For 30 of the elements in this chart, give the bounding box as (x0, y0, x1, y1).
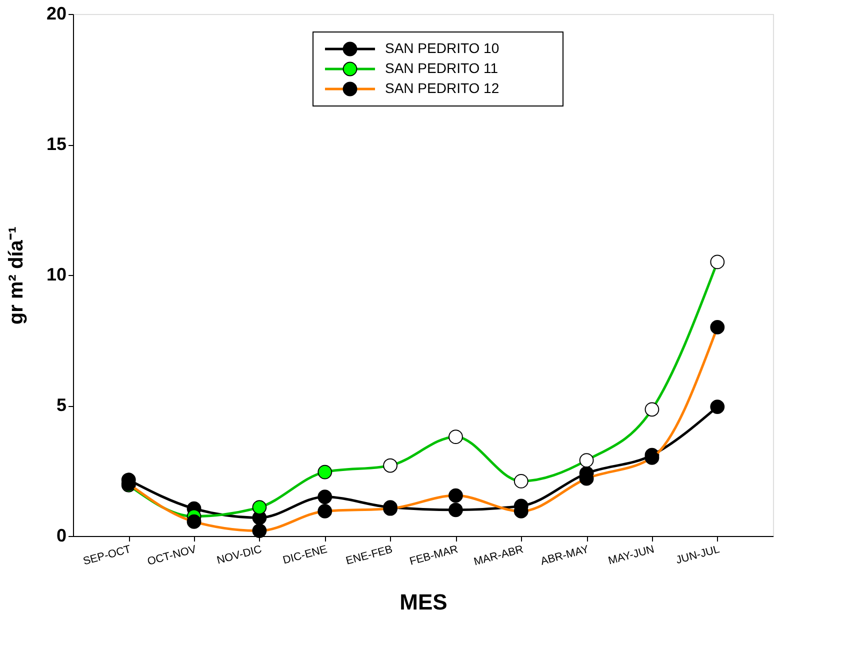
y-axis-title: gr m² día⁻¹ (5, 226, 28, 325)
point (710, 254, 725, 270)
point (186, 514, 202, 529)
legend-label: SAN PEDRITO 12 (385, 80, 500, 96)
point (710, 320, 725, 334)
y-tick-label: 0 (56, 526, 66, 546)
point (644, 402, 660, 417)
y-tick-label: 15 (46, 134, 66, 154)
point (644, 450, 660, 465)
y-tick-label: 10 (46, 264, 66, 284)
point (448, 430, 463, 444)
point (448, 502, 463, 518)
x-tick-label: JUN-JUL (674, 544, 721, 567)
x-tick-label: NOV-DIC (216, 543, 264, 567)
point (318, 464, 332, 480)
point (579, 453, 594, 468)
point (514, 474, 528, 488)
point (252, 500, 267, 514)
point (318, 490, 332, 504)
legend-label: SAN PEDRITO 11 (385, 60, 498, 76)
y-tick-label: 5 (56, 395, 66, 415)
x-axis-title: MES (400, 589, 448, 614)
point (252, 524, 267, 538)
point (710, 400, 725, 414)
point (448, 488, 463, 503)
y-tick-label: 20 (46, 4, 66, 24)
point (383, 458, 398, 473)
point (318, 504, 332, 518)
x-tick-label: DIC-ENE (282, 544, 328, 567)
legend-label: SAN PEDRITO 10 (385, 40, 500, 56)
